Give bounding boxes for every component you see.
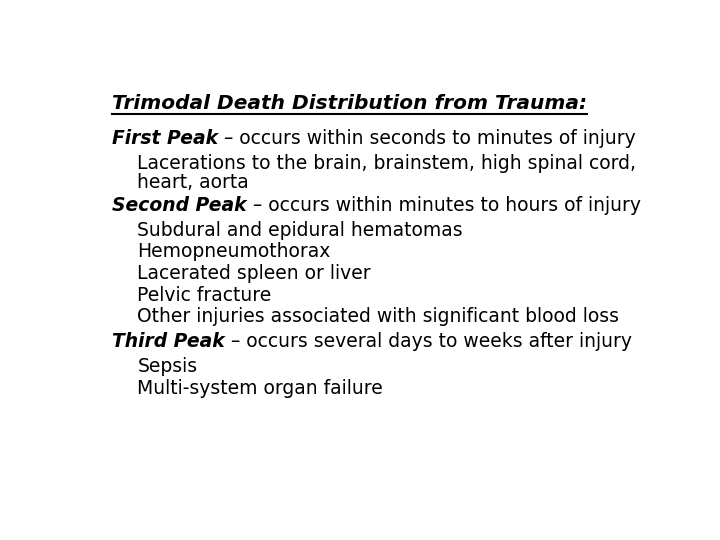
Text: Multi-system organ failure: Multi-system organ failure bbox=[138, 379, 383, 398]
Text: – occurs within seconds to minutes of injury: – occurs within seconds to minutes of in… bbox=[218, 129, 636, 149]
Text: Hemopneumothorax: Hemopneumothorax bbox=[138, 242, 330, 261]
Text: Trimodal Death Distribution from Trauma:: Trimodal Death Distribution from Trauma: bbox=[112, 94, 588, 113]
Text: – occurs within minutes to hours of injury: – occurs within minutes to hours of inju… bbox=[247, 196, 641, 215]
Text: Third Peak: Third Peak bbox=[112, 332, 225, 351]
Text: heart, aorta: heart, aorta bbox=[138, 173, 249, 192]
Text: Pelvic fracture: Pelvic fracture bbox=[138, 286, 271, 305]
Text: Sepsis: Sepsis bbox=[138, 357, 197, 376]
Text: Subdural and epidural hematomas: Subdural and epidural hematomas bbox=[138, 221, 463, 240]
Text: Lacerated spleen or liver: Lacerated spleen or liver bbox=[138, 264, 371, 283]
Text: Other injuries associated with significant blood loss: Other injuries associated with significa… bbox=[138, 307, 619, 326]
Text: Lacerations to the brain, brainstem, high spinal cord,: Lacerations to the brain, brainstem, hig… bbox=[138, 154, 636, 173]
Text: – occurs several days to weeks after injury: – occurs several days to weeks after inj… bbox=[225, 332, 632, 351]
Text: First Peak: First Peak bbox=[112, 129, 218, 149]
Text: Second Peak: Second Peak bbox=[112, 196, 247, 215]
